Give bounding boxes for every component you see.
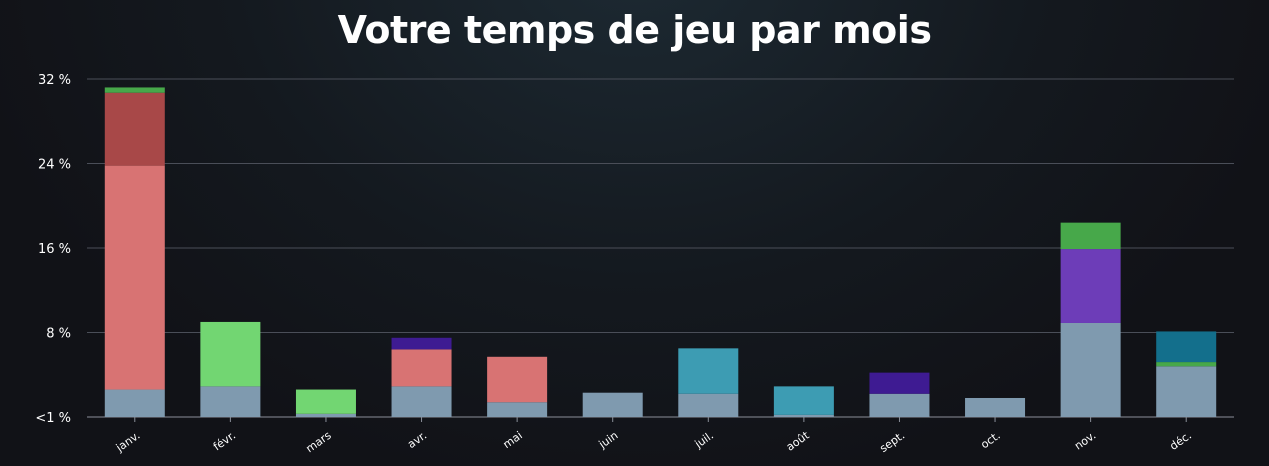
- bar-segment[interactable]: [200, 321, 261, 387]
- bar-segment[interactable]: [1156, 366, 1217, 417]
- x-tick-label: sept.: [877, 429, 907, 455]
- bar-segment[interactable]: [391, 386, 452, 417]
- x-tick-label: nov.: [1072, 429, 1098, 453]
- bar-segment[interactable]: [104, 92, 165, 166]
- x-tick-label: avr.: [405, 429, 429, 451]
- x-tick-label: mars: [304, 429, 334, 456]
- bar-segment[interactable]: [295, 389, 356, 414]
- bar-segment[interactable]: [391, 337, 452, 350]
- bar-segment[interactable]: [678, 393, 739, 417]
- bar-segment[interactable]: [1060, 249, 1121, 323]
- x-tick-label: janv.: [113, 429, 143, 455]
- y-tick-label: 16 %: [38, 242, 71, 257]
- bar-segment[interactable]: [487, 356, 548, 403]
- y-tick-label: <1 %: [35, 411, 71, 426]
- bar-segment[interactable]: [104, 165, 165, 390]
- x-tick-label: juil.: [692, 429, 716, 451]
- bar-segment[interactable]: [487, 402, 548, 417]
- x-tick-label: févr.: [211, 429, 238, 454]
- x-axis: janv. févr. mars avr. mai juin juil. août sept. o…: [113, 417, 1194, 455]
- bar-segment[interactable]: [1156, 362, 1217, 367]
- bar-segment[interactable]: [869, 372, 930, 394]
- bar-segment[interactable]: [1060, 222, 1121, 250]
- y-tick-label: 24 %: [38, 158, 71, 173]
- x-tick-label: déc.: [1167, 429, 1194, 453]
- bar-segment[interactable]: [869, 393, 930, 417]
- bar-segment[interactable]: [965, 397, 1026, 417]
- bar-segment[interactable]: [773, 414, 834, 417]
- bar-segment[interactable]: [104, 87, 165, 93]
- bar-segment[interactable]: [200, 386, 261, 417]
- bar-segment[interactable]: [104, 389, 165, 417]
- x-tick-label: juin: [596, 429, 621, 452]
- x-tick-label: mai: [501, 429, 525, 451]
- bar-segment[interactable]: [773, 386, 834, 415]
- bar-segment[interactable]: [1156, 331, 1217, 363]
- bar-segment[interactable]: [678, 348, 739, 394]
- grid-layer: [87, 78, 1234, 418]
- bars-layer: [104, 87, 1217, 417]
- x-tick-label: oct.: [978, 429, 1002, 451]
- bar-segment[interactable]: [582, 392, 643, 417]
- bar-segment[interactable]: [295, 413, 356, 417]
- bar-segment[interactable]: [1060, 322, 1121, 417]
- x-tick-label: août: [784, 428, 812, 453]
- y-tick-label: 8 %: [46, 327, 71, 342]
- y-tick-label: 32 %: [38, 73, 71, 88]
- bar-segment[interactable]: [391, 349, 452, 387]
- chart-title: Votre temps de jeu par mois: [337, 8, 932, 52]
- y-axis: <1 % 8 % 16 % 24 % 32 %: [35, 73, 71, 426]
